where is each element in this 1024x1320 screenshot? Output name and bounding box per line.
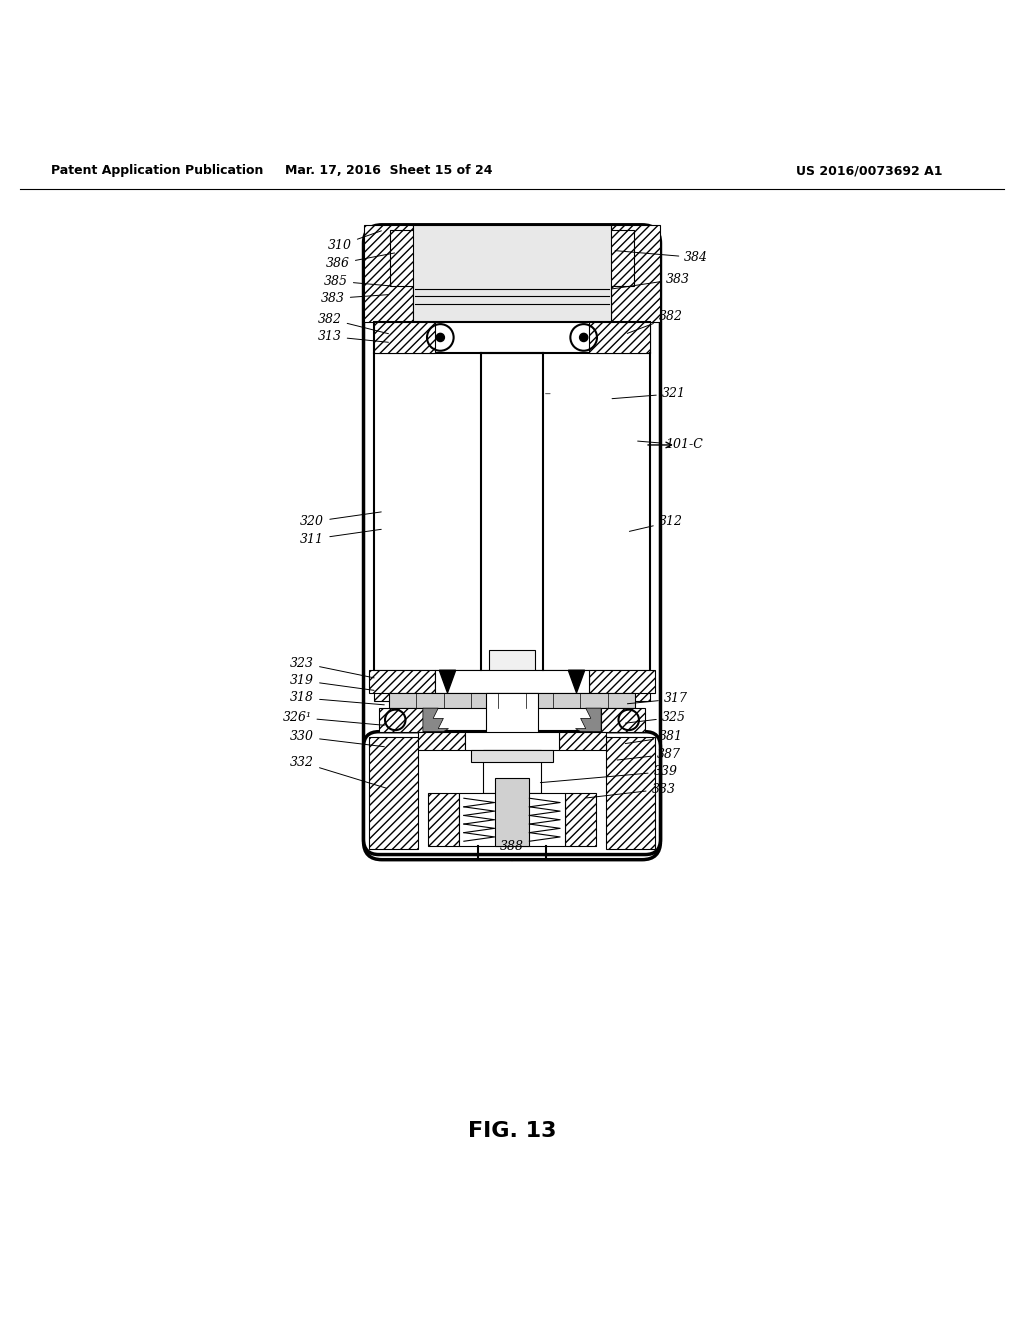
Text: 339: 339 — [541, 766, 678, 783]
Text: 330: 330 — [290, 730, 384, 747]
Text: US 2016/0073692 A1: US 2016/0073692 A1 — [796, 164, 942, 177]
Text: 385: 385 — [324, 275, 391, 288]
Text: 382: 382 — [317, 313, 388, 334]
FancyBboxPatch shape — [389, 693, 635, 708]
Bar — [559, 731, 606, 750]
Bar — [374, 671, 435, 701]
Bar — [418, 731, 465, 750]
Bar — [589, 671, 650, 701]
FancyBboxPatch shape — [465, 731, 559, 750]
FancyBboxPatch shape — [483, 750, 541, 793]
FancyBboxPatch shape — [495, 777, 529, 846]
Text: 317: 317 — [628, 693, 688, 705]
Bar — [379, 708, 423, 731]
Bar — [606, 737, 655, 850]
Bar — [428, 793, 459, 846]
Bar — [564, 230, 634, 286]
Text: Mar. 17, 2016  Sheet 15 of 24: Mar. 17, 2016 Sheet 15 of 24 — [286, 164, 493, 177]
FancyBboxPatch shape — [364, 224, 660, 859]
Bar — [601, 708, 645, 731]
Bar — [369, 737, 418, 850]
Text: 388: 388 — [500, 840, 524, 861]
Text: 321: 321 — [612, 387, 686, 400]
Text: 381: 381 — [626, 730, 683, 743]
Polygon shape — [439, 671, 456, 693]
Text: 313: 313 — [317, 330, 388, 343]
Text: 383: 383 — [321, 292, 388, 305]
FancyBboxPatch shape — [459, 793, 565, 846]
Bar — [374, 322, 435, 352]
Bar — [390, 230, 460, 286]
Bar — [589, 671, 655, 693]
Text: 333: 333 — [587, 783, 676, 797]
Bar — [364, 224, 413, 322]
Bar — [369, 671, 435, 693]
Text: 387: 387 — [617, 747, 681, 760]
Text: 384: 384 — [615, 251, 709, 264]
Text: 326¹: 326¹ — [283, 711, 384, 725]
Circle shape — [436, 334, 444, 342]
Text: 323: 323 — [290, 656, 374, 678]
Text: 382: 382 — [628, 310, 683, 334]
Text: 318: 318 — [290, 692, 384, 705]
FancyBboxPatch shape — [435, 671, 589, 693]
Text: 332: 332 — [290, 756, 386, 788]
FancyBboxPatch shape — [471, 750, 553, 763]
Bar — [611, 224, 660, 322]
Text: 312: 312 — [630, 515, 683, 532]
Text: 310: 310 — [328, 231, 381, 252]
Text: 311: 311 — [300, 529, 381, 545]
Text: 325: 325 — [626, 711, 686, 723]
Bar — [565, 793, 596, 846]
Polygon shape — [568, 671, 585, 693]
FancyBboxPatch shape — [374, 322, 650, 352]
Polygon shape — [423, 708, 449, 731]
Polygon shape — [575, 708, 601, 731]
FancyBboxPatch shape — [489, 649, 535, 722]
Text: Patent Application Publication: Patent Application Publication — [51, 164, 263, 177]
Text: 386: 386 — [326, 253, 394, 271]
FancyBboxPatch shape — [486, 693, 538, 742]
FancyBboxPatch shape — [364, 731, 660, 854]
Text: 383: 383 — [612, 272, 690, 289]
Bar — [589, 322, 650, 352]
Text: 320: 320 — [300, 512, 381, 528]
Text: 319: 319 — [290, 675, 374, 690]
FancyBboxPatch shape — [413, 224, 611, 322]
FancyBboxPatch shape — [435, 671, 589, 701]
Text: FIG. 13: FIG. 13 — [468, 1121, 556, 1140]
Text: 101-C: 101-C — [638, 438, 702, 451]
Circle shape — [580, 334, 588, 342]
